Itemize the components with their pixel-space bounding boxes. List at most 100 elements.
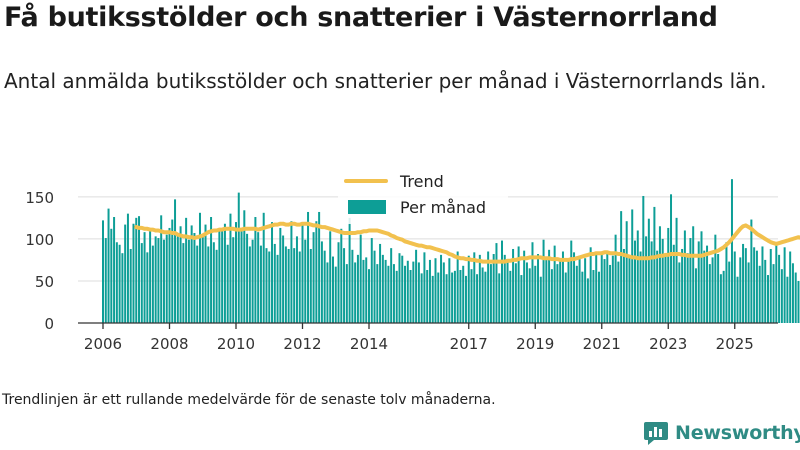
bar bbox=[686, 253, 689, 323]
bar bbox=[556, 264, 559, 323]
bar bbox=[564, 272, 567, 323]
bar bbox=[226, 244, 229, 323]
bar bbox=[492, 254, 495, 323]
x-tick-label: 2021 bbox=[583, 335, 621, 353]
bar bbox=[359, 234, 362, 323]
bar bbox=[174, 199, 177, 323]
x-tick-label: 2008 bbox=[150, 335, 188, 353]
bar bbox=[706, 245, 709, 323]
bar bbox=[514, 263, 517, 323]
bar bbox=[187, 239, 190, 323]
bar bbox=[747, 262, 750, 323]
bar bbox=[739, 257, 742, 323]
footnote: Trendlinjen är ett rullande medelvärde f… bbox=[2, 392, 496, 408]
bar bbox=[534, 265, 537, 323]
bar bbox=[481, 267, 484, 323]
bar bbox=[714, 234, 717, 323]
bar bbox=[368, 269, 370, 323]
bar bbox=[478, 254, 481, 323]
bar bbox=[351, 249, 354, 323]
bar bbox=[124, 224, 127, 323]
bar bbox=[426, 270, 429, 323]
bar-series bbox=[102, 179, 800, 323]
bar bbox=[268, 251, 271, 323]
bar bbox=[343, 248, 346, 323]
bar bbox=[611, 255, 614, 323]
bar bbox=[198, 212, 201, 323]
bar bbox=[312, 232, 315, 323]
bar bbox=[528, 268, 531, 323]
bar bbox=[257, 232, 260, 323]
bar bbox=[614, 234, 617, 323]
bar bbox=[683, 230, 686, 323]
bar bbox=[157, 238, 160, 323]
bar bbox=[171, 219, 174, 323]
bar bbox=[210, 217, 213, 323]
bar bbox=[561, 251, 564, 323]
bar bbox=[775, 242, 778, 323]
bar bbox=[417, 262, 420, 323]
bar bbox=[140, 243, 143, 323]
bar bbox=[506, 260, 509, 323]
bar bbox=[179, 226, 182, 323]
bar bbox=[276, 254, 279, 323]
bar bbox=[733, 251, 736, 323]
bar bbox=[182, 243, 185, 323]
bar bbox=[791, 263, 794, 323]
bar bbox=[151, 245, 154, 323]
bar bbox=[670, 194, 673, 323]
bar bbox=[678, 262, 681, 323]
bar bbox=[387, 265, 390, 323]
bar bbox=[742, 243, 745, 323]
bar bbox=[622, 248, 625, 323]
bar bbox=[470, 269, 473, 323]
bar bbox=[719, 274, 722, 323]
bar bbox=[581, 271, 584, 323]
bar bbox=[129, 248, 132, 323]
bar bbox=[625, 221, 628, 323]
bar bbox=[301, 224, 304, 323]
bar bbox=[434, 258, 437, 323]
brand-name: Newsworthy bbox=[675, 422, 800, 444]
bar bbox=[356, 254, 359, 323]
bar bbox=[797, 280, 800, 323]
bar bbox=[246, 233, 249, 323]
legend-background bbox=[338, 169, 508, 224]
bar bbox=[251, 239, 254, 323]
bar bbox=[617, 261, 620, 323]
bar bbox=[304, 239, 307, 323]
bar bbox=[362, 259, 365, 323]
bar bbox=[146, 252, 149, 323]
bar bbox=[431, 275, 434, 323]
bar bbox=[440, 254, 443, 323]
bar bbox=[442, 262, 445, 323]
bar bbox=[287, 248, 290, 323]
bar bbox=[273, 243, 276, 323]
bar bbox=[592, 270, 595, 323]
bar bbox=[115, 242, 118, 323]
bar bbox=[420, 273, 423, 323]
bar bbox=[149, 228, 152, 323]
bar bbox=[379, 243, 382, 323]
bar bbox=[761, 246, 764, 323]
legend-bar-label: Per månad bbox=[400, 198, 486, 217]
bar bbox=[744, 248, 747, 323]
bar bbox=[279, 227, 282, 323]
bar bbox=[548, 249, 551, 323]
x-tick-label: 2023 bbox=[649, 335, 687, 353]
bar bbox=[711, 257, 714, 323]
bar bbox=[539, 276, 542, 323]
bar bbox=[700, 231, 703, 323]
bar bbox=[758, 265, 761, 323]
bar bbox=[661, 238, 664, 323]
bar bbox=[476, 274, 479, 323]
bar bbox=[550, 269, 553, 323]
bar bbox=[229, 213, 232, 323]
bar bbox=[262, 212, 265, 323]
bar bbox=[703, 250, 706, 323]
y-tick-label: 150 bbox=[25, 189, 54, 207]
bar bbox=[692, 226, 695, 323]
bar bbox=[293, 248, 296, 323]
bar bbox=[295, 236, 298, 323]
chart-subtitle: Antal anmälda butiksstölder och snatteri… bbox=[4, 69, 767, 93]
